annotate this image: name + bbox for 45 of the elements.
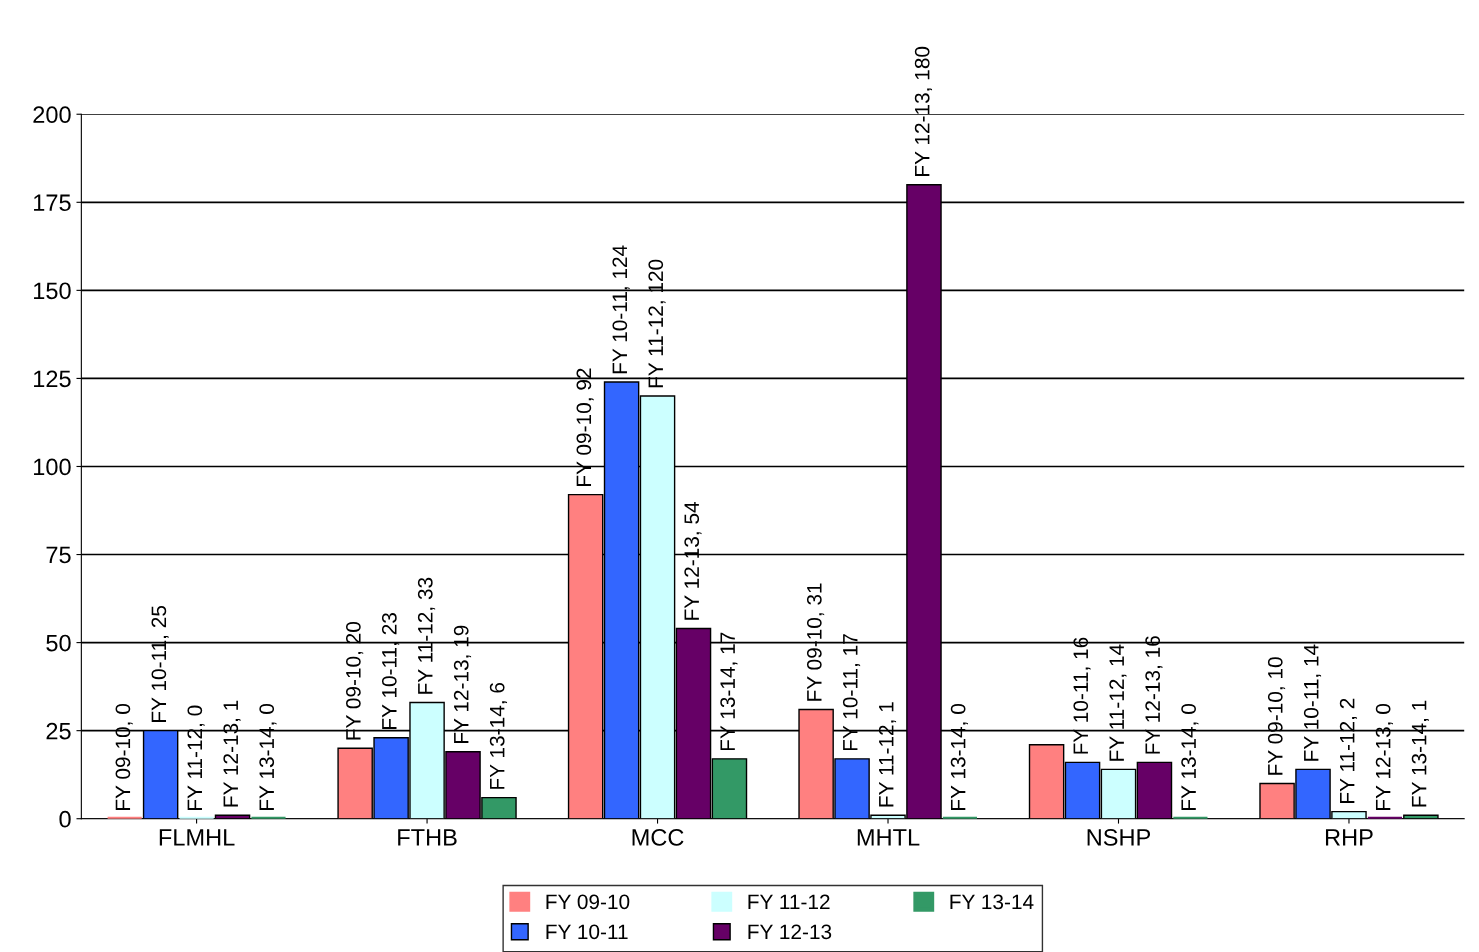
- data-label: FY 12-13, 0: [1375, 704, 1393, 810]
- y-tick-label: 0: [59, 810, 71, 828]
- data-label: FY 12-13, 16: [1145, 636, 1163, 754]
- data-label: FY 11-12, 2: [1339, 698, 1358, 803]
- data-label: FY 10-11, 23: [381, 613, 400, 729]
- x-tick-label: NSHP: [1087, 829, 1151, 846]
- data-label: FY 13-14, 17: [720, 632, 738, 751]
- legend-label: FY 09-10: [546, 894, 630, 910]
- data-label: FY 12-13, 1: [223, 700, 241, 807]
- y-tick-label: 25: [46, 722, 71, 740]
- legend-label: FY 13-14: [950, 894, 1034, 910]
- y-tick-label: 175: [34, 194, 71, 212]
- data-label: FY 12-13, 54: [684, 502, 702, 620]
- data-label: FY 11-12, 120: [648, 259, 666, 388]
- data-label: FY 09-10, 20: [345, 621, 364, 740]
- x-tick-label: MCC: [632, 829, 684, 846]
- y-tick-label: 125: [34, 370, 71, 388]
- data-label: FY 12-13, 180: [914, 46, 933, 176]
- data-label: FY 11-12, 0: [187, 705, 205, 810]
- y-tick-label: 200: [33, 106, 71, 124]
- data-label: FY 10-11, 17: [842, 634, 861, 751]
- data-label: FY 11-12, 1: [878, 702, 897, 807]
- data-label: FY 09-10, 31: [806, 583, 825, 701]
- data-label: FY 09-10, 0: [115, 704, 133, 810]
- data-label: FY 11-12, 14: [1109, 644, 1127, 761]
- data-label: FY 09-10, 92: [576, 368, 594, 486]
- legend-label: FY 10-11: [546, 924, 628, 940]
- data-label: FY 13-14, 6: [489, 682, 508, 789]
- x-tick-label: FLMHL: [159, 829, 235, 846]
- y-tick-label: 100: [34, 458, 71, 476]
- x-tick-label: FTHB: [398, 829, 457, 846]
- data-label: FY 10-11, 16: [1073, 637, 1091, 754]
- data-label: FY 09-10, 10: [1267, 657, 1286, 775]
- y-tick-label: 150: [34, 282, 71, 300]
- data-label: FY 13-14, 1: [1411, 700, 1429, 807]
- x-tick-label: MHTL: [857, 829, 920, 846]
- data-label: FY 10-11, 25: [151, 605, 169, 722]
- legend-label: FY 12-13: [748, 924, 832, 940]
- legend-label: FY 11-12: [748, 894, 830, 910]
- data-label: FY 10-11, 14: [1303, 644, 1322, 761]
- x-tick-label: RHP: [1325, 829, 1373, 846]
- data-label: FY 11-12, 33: [417, 577, 436, 694]
- data-label: FY 10-11, 124: [612, 245, 630, 374]
- y-tick-label: 50: [46, 634, 71, 652]
- y-tick-label: 75: [46, 546, 71, 564]
